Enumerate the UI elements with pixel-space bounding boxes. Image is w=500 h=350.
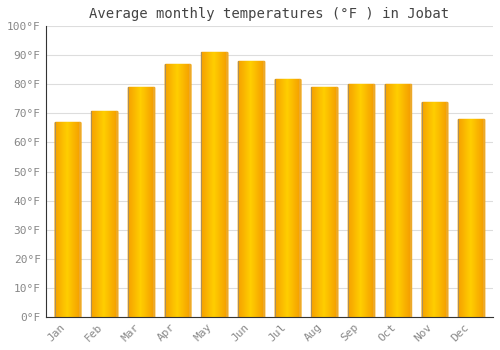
Title: Average monthly temperatures (°F ) in Jobat: Average monthly temperatures (°F ) in Jo… — [89, 7, 450, 21]
